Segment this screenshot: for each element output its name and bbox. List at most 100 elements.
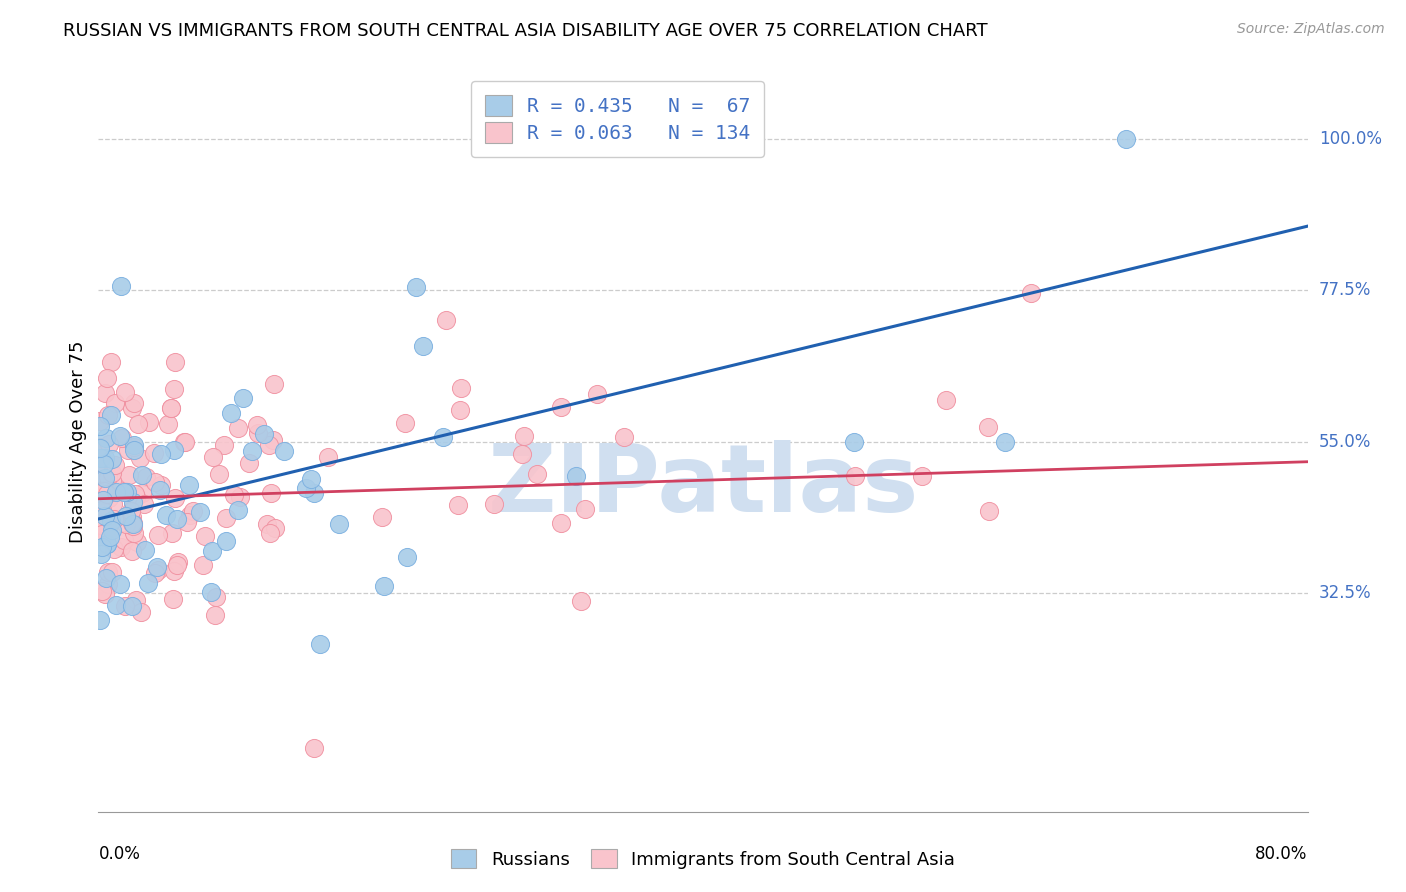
Point <box>101 452 124 467</box>
Point <box>150 478 173 492</box>
Point <box>89 419 111 434</box>
Point <box>163 564 186 578</box>
Point <box>105 599 128 613</box>
Point <box>201 450 224 464</box>
Point <box>89 613 111 627</box>
Point <box>215 534 238 549</box>
Point <box>1115 131 1137 145</box>
Point <box>219 406 242 420</box>
Point <box>586 386 609 401</box>
Point <box>122 517 145 532</box>
Point <box>994 434 1017 449</box>
Point <box>110 279 132 293</box>
Point <box>328 517 350 532</box>
Point <box>91 540 114 554</box>
Point <box>257 438 280 452</box>
Point <box>97 437 120 451</box>
Point <box>101 473 124 487</box>
Point <box>173 434 195 449</box>
Point <box>246 417 269 432</box>
Point <box>183 504 205 518</box>
Point <box>188 504 211 518</box>
Point <box>526 467 548 481</box>
Point <box>97 565 120 579</box>
Point <box>127 534 149 549</box>
Point <box>120 504 142 518</box>
Point <box>163 355 186 369</box>
Point <box>122 525 145 540</box>
Point <box>112 484 135 499</box>
Point <box>94 471 117 485</box>
Point <box>204 607 226 622</box>
Point <box>122 518 145 533</box>
Point <box>550 400 572 414</box>
Point <box>613 430 636 444</box>
Text: 80.0%: 80.0% <box>1256 845 1308 863</box>
Text: 32.5%: 32.5% <box>1319 584 1371 602</box>
Point <box>513 429 536 443</box>
Point <box>194 529 217 543</box>
Point <box>226 503 249 517</box>
Point <box>260 485 283 500</box>
Point <box>259 526 281 541</box>
Point <box>1019 286 1042 301</box>
Point <box>125 490 148 504</box>
Point <box>432 430 454 444</box>
Point <box>160 401 183 416</box>
Point <box>935 393 957 408</box>
Point <box>162 525 184 540</box>
Point <box>176 515 198 529</box>
Point <box>132 497 155 511</box>
Point <box>101 523 124 537</box>
Point <box>295 481 318 495</box>
Point <box>89 455 111 469</box>
Point <box>115 485 138 500</box>
Point <box>110 428 132 442</box>
Point <box>450 381 472 395</box>
Point <box>122 516 145 530</box>
Point <box>94 450 117 465</box>
Point <box>97 522 120 536</box>
Point <box>228 490 250 504</box>
Point <box>121 509 143 524</box>
Point <box>166 512 188 526</box>
Point <box>173 435 195 450</box>
Point <box>93 482 115 496</box>
Point <box>112 483 135 498</box>
Point <box>100 408 122 422</box>
Point <box>149 483 172 497</box>
Point <box>977 420 1000 434</box>
Point <box>94 386 117 401</box>
Point <box>146 528 169 542</box>
Point <box>91 509 114 524</box>
Point <box>131 486 153 500</box>
Point <box>121 516 143 530</box>
Point <box>212 438 235 452</box>
Point <box>160 401 183 415</box>
Point <box>93 484 115 499</box>
Point <box>979 503 1001 517</box>
Point <box>143 446 166 460</box>
Point <box>114 509 136 524</box>
Point <box>103 542 125 557</box>
Point <box>96 487 118 501</box>
Point <box>89 440 111 454</box>
Point <box>94 570 117 584</box>
Point <box>104 396 127 410</box>
Point <box>131 605 153 619</box>
Point <box>205 591 228 605</box>
Point <box>103 511 125 525</box>
Point <box>121 401 143 416</box>
Point <box>263 521 285 535</box>
Point <box>394 417 416 431</box>
Point <box>222 488 245 502</box>
Point <box>96 370 118 384</box>
Point <box>122 442 145 457</box>
Text: ZIPatlas: ZIPatlas <box>488 440 918 532</box>
Point <box>569 593 592 607</box>
Point <box>166 555 188 569</box>
Point <box>157 417 180 432</box>
Point <box>165 491 187 505</box>
Point <box>446 498 468 512</box>
Point <box>112 533 135 547</box>
